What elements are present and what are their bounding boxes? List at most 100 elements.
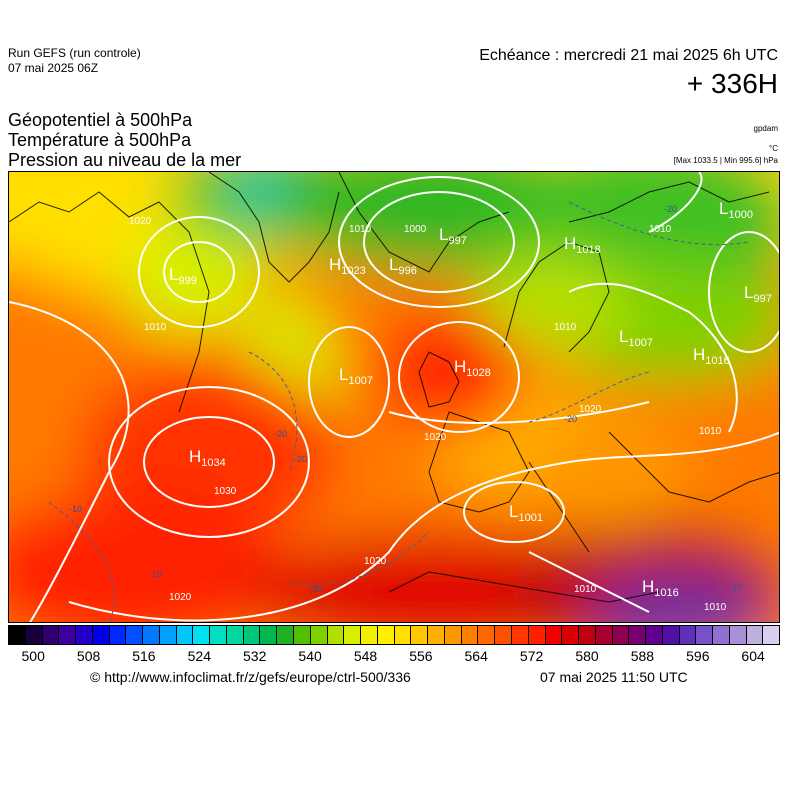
run-title: Run GEFS (run controle) [8, 46, 141, 60]
colorbar-segment [361, 626, 378, 644]
colorbar-segment [76, 626, 93, 644]
colorbar-segment [646, 626, 663, 644]
colorbar-segment [59, 626, 77, 644]
colorbar-tick-label: 556 [409, 648, 433, 664]
colorbar-segment [729, 626, 747, 644]
isotherm-label: -20 [294, 454, 307, 464]
colorbar-tick-label: 500 [21, 648, 45, 664]
low-pressure-center: L1007 [339, 365, 373, 387]
isotherm-label: -20 [274, 429, 287, 439]
low-pressure-center: L997 [439, 225, 467, 247]
colorbar-segment [210, 626, 227, 644]
colorbar-segment [193, 626, 211, 644]
colorbar-labels: 500 508 516 524 532 540 548 556 564 572 580 588 596 6… [8, 648, 780, 666]
isobar-label: 1010 [349, 224, 372, 235]
colorbar-segment [595, 626, 613, 644]
colorbar-tick-label: 548 [353, 648, 378, 664]
temperature-isotherms [48, 201, 750, 622]
isobar-label: 1020 [424, 432, 447, 443]
high-pressure-center: H1016 [693, 345, 730, 367]
high-pressure-center: H1028 [454, 357, 491, 379]
isobar-label: 1020 [579, 404, 602, 415]
lead-time: + 336H [686, 68, 778, 99]
colorbar-segment [713, 626, 730, 644]
geopotential-field [9, 172, 779, 622]
isotherm-label: -20 [564, 414, 577, 424]
colorbar-segment [344, 626, 362, 644]
isobar-label: 1010 [554, 322, 577, 333]
low-pressure-center: L1001 [509, 502, 543, 524]
colorbar-segment [42, 626, 60, 644]
colorbar-segment [394, 626, 412, 644]
colorbar-tick-label: 596 [686, 648, 710, 664]
pressure-range: [Max 1033.5 | Min 995.6] hPa [673, 156, 778, 165]
isobar-label: 1010 [704, 602, 727, 613]
colorbar-segment [461, 626, 479, 644]
isobar-label: 1010 [574, 584, 597, 595]
isotherm-label: -10 [69, 504, 82, 514]
colorbar-tick-label: 588 [630, 648, 655, 664]
colorbar-segment [562, 626, 580, 644]
isobar-label: 1020 [129, 216, 152, 227]
colorbar-segment [25, 626, 43, 644]
isobar-label: 1030 [214, 486, 237, 497]
weather-map: H1034 H1028 H1023 H1018 H1016 H1016 L1007 L1007… [8, 171, 780, 623]
isobar-label: 1010 [144, 322, 167, 333]
isobar-label: 1010 [699, 426, 722, 437]
colorbar-segment [377, 626, 395, 644]
colorbar-segment [243, 626, 261, 644]
colorbar-segment [579, 626, 596, 644]
colorbar-segment [763, 626, 780, 644]
low-pressure-center: L997 [744, 283, 772, 305]
colorbar-segment [109, 626, 127, 644]
low-pressure-center: L999 [169, 265, 197, 287]
low-pressure-center: L1007 [619, 327, 653, 349]
parameter-geopotential: Géopotentiel à 500hPa [8, 110, 193, 130]
source-url[interactable]: © http://www.infoclimat.fr/z/gefs/europe… [90, 669, 411, 685]
colorbar-tick-label: 572 [519, 648, 544, 664]
colorbar-segment [679, 626, 697, 644]
colorbar-segment [176, 626, 194, 644]
isotherm-label: -20 [664, 204, 677, 214]
colorbar-segment [327, 626, 345, 644]
colorbar-segment [411, 626, 429, 644]
high-pressure-center: H1023 [329, 255, 366, 277]
colorbar-segment [528, 626, 546, 644]
isobars [9, 172, 779, 622]
unit-geopotential: gpdam [753, 124, 778, 133]
colorbar-segment [612, 626, 630, 644]
high-pressure-center: H1034 [189, 447, 226, 469]
colorbar-segment [428, 626, 445, 644]
isobar-label: 1020 [169, 592, 192, 603]
colorbar-segment [226, 626, 244, 644]
colorbar [8, 625, 780, 645]
parameter-pressure: Pression au niveau de la mer [8, 150, 242, 170]
valid-time: Echéance : mercredi 21 mai 2025 6h UTC [479, 47, 778, 64]
colorbar-segment [746, 626, 764, 644]
colorbar-segment [545, 626, 563, 644]
colorbar-tick-label: 604 [741, 648, 765, 664]
colorbar-segment [126, 626, 144, 644]
unit-temperature: °C [769, 144, 778, 153]
colorbar-segment [143, 626, 160, 644]
isobar-label: 1020 [364, 556, 387, 567]
colorbar-segment [696, 626, 714, 644]
colorbar-tick-label: 580 [575, 648, 599, 664]
colorbar-tick-label: 524 [187, 648, 211, 664]
colorbar-segment [662, 626, 680, 644]
colorbar-segment [310, 626, 328, 644]
colorbar-segment [159, 626, 177, 644]
colorbar-segment [277, 626, 295, 644]
colorbar-tick-label: 516 [132, 648, 156, 664]
isobar-label: 1000 [404, 224, 427, 235]
high-pressure-center: H1016 [642, 577, 679, 599]
isotherm-label: -10 [729, 582, 742, 592]
parameter-temperature: Température à 500hPa [8, 130, 192, 150]
low-pressure-center: L996 [389, 255, 417, 277]
isobar-label: 1010 [649, 224, 672, 235]
colorbar-segment [9, 626, 26, 644]
colorbar-segment [444, 626, 462, 644]
colorbar-tick-label: 532 [243, 648, 267, 664]
isotherm-label: -10 [309, 584, 322, 594]
colorbar-tick-label: 564 [464, 648, 488, 664]
